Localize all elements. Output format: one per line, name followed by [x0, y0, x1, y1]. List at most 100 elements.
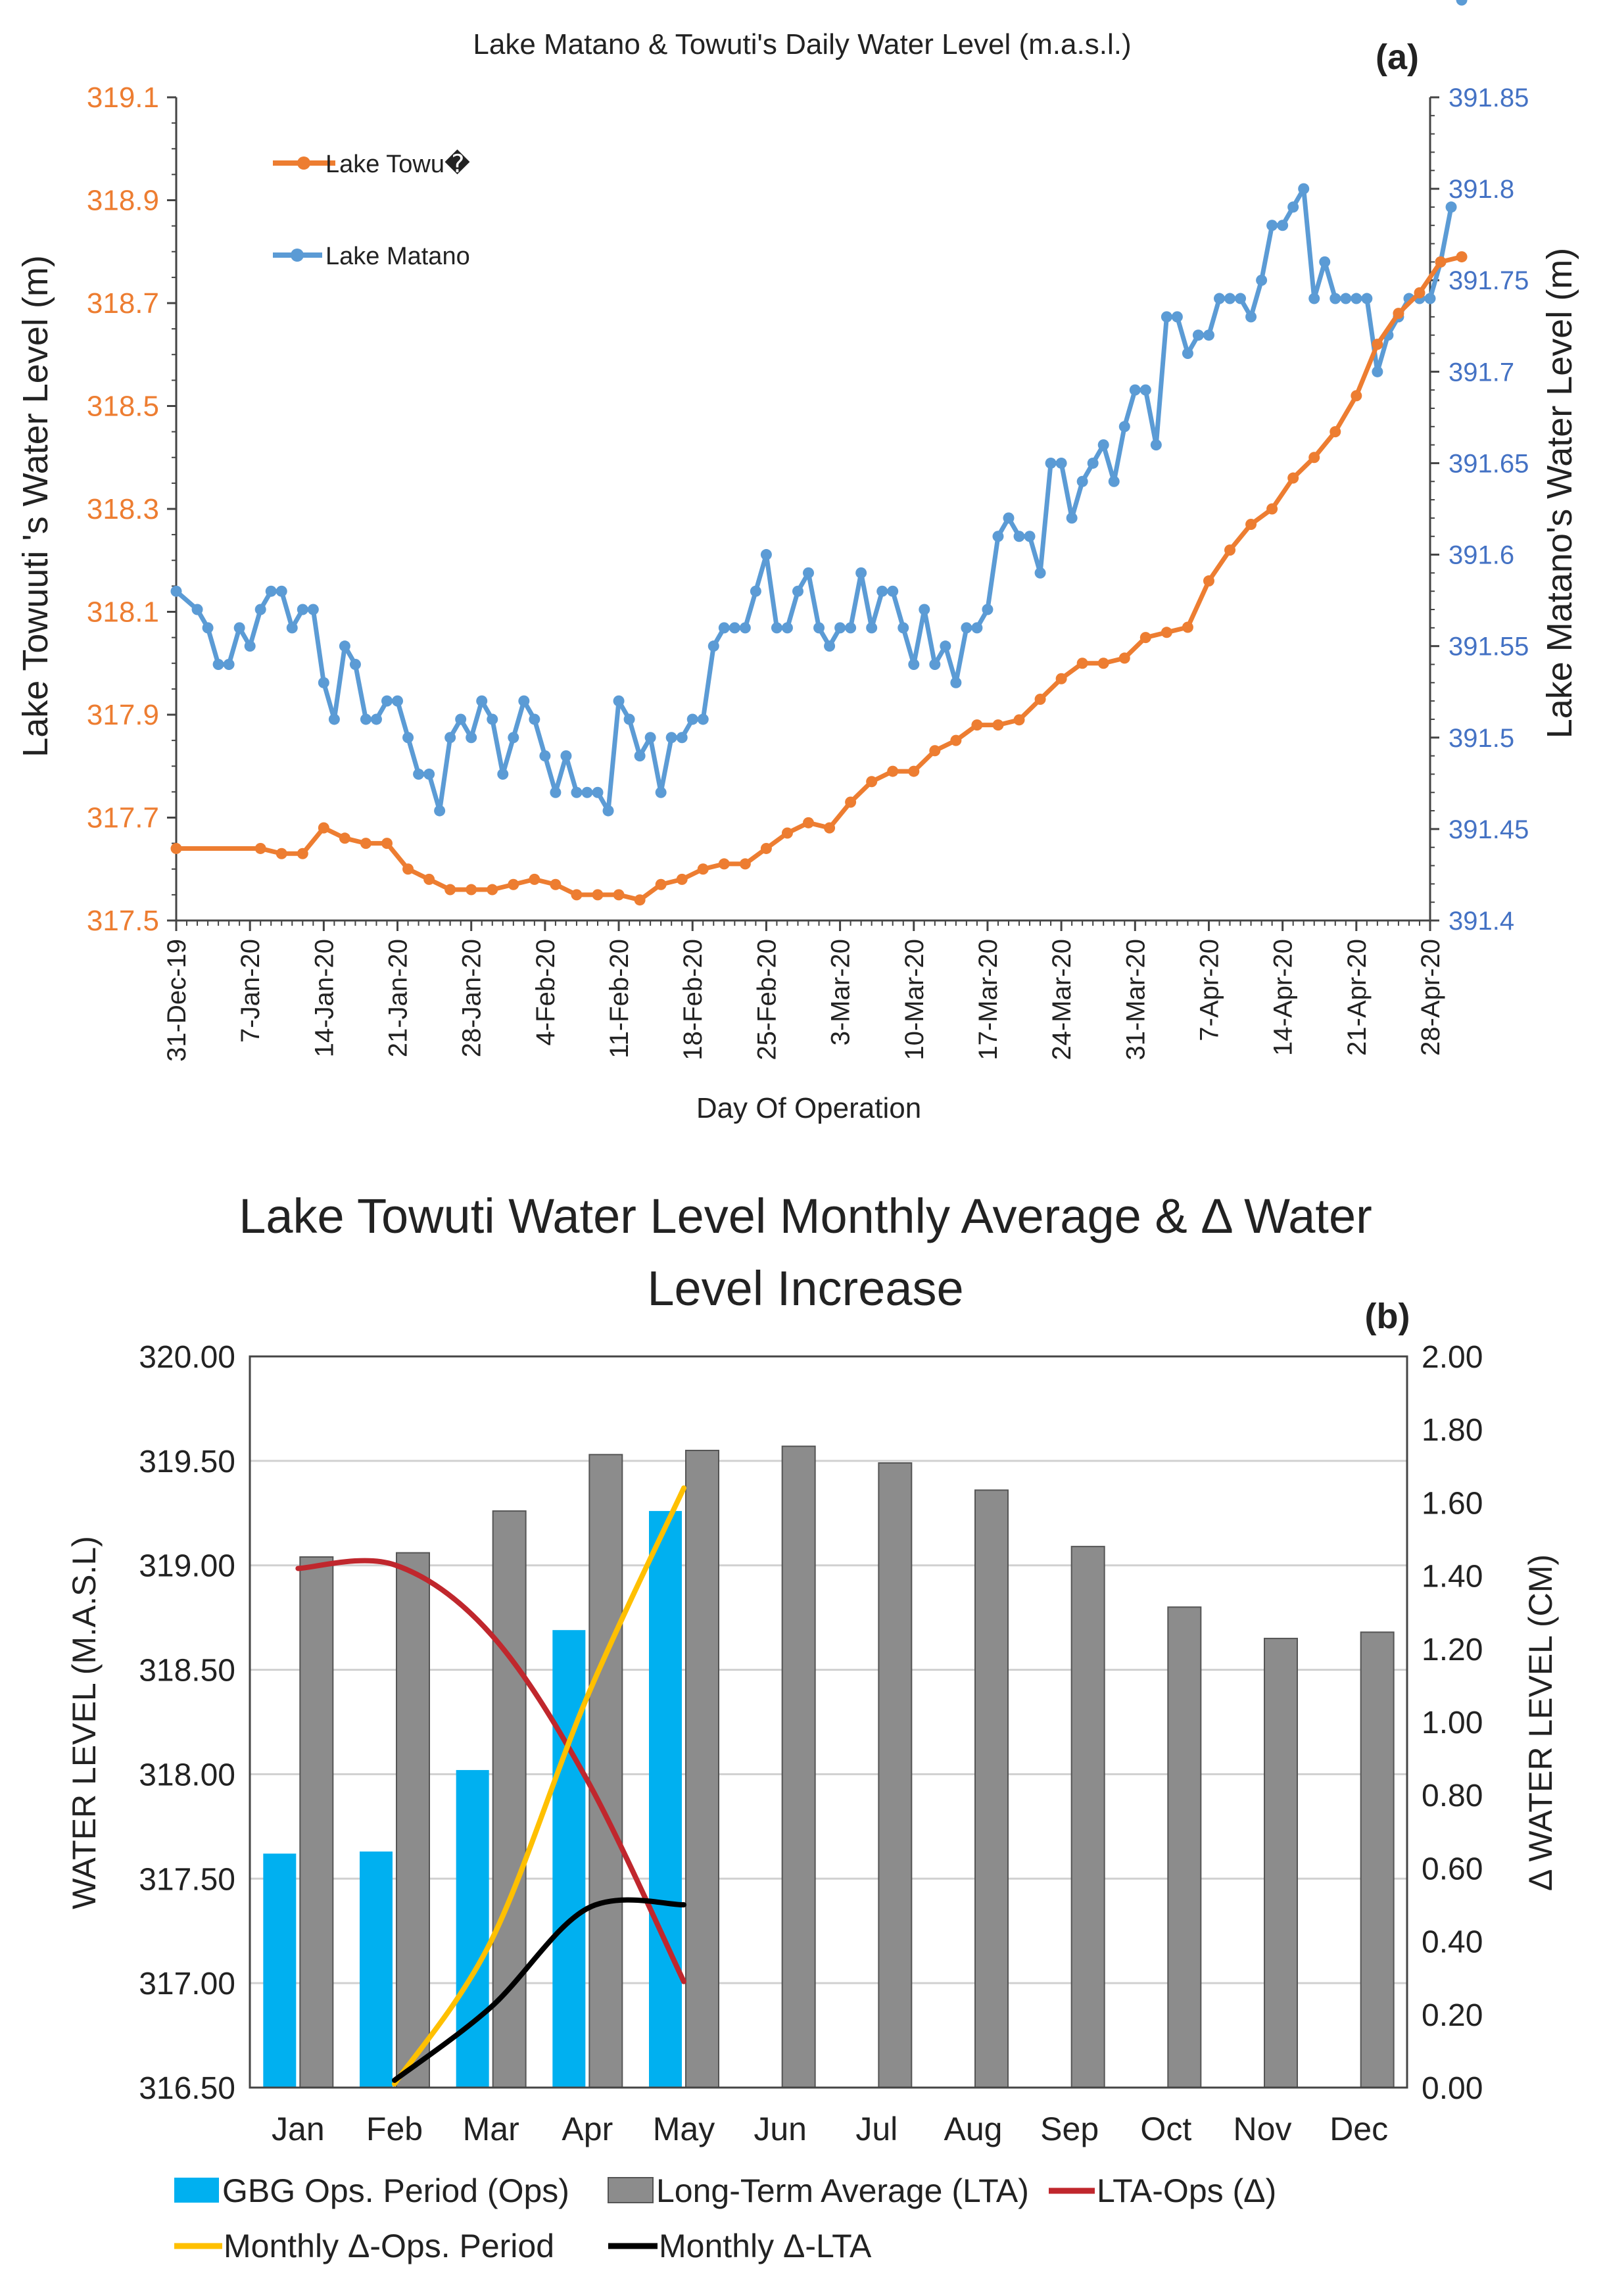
x-tick-label: 28-Apr-20 — [1416, 939, 1445, 1056]
matano-point — [940, 640, 951, 652]
left-tick-label: 318.3 — [87, 493, 159, 525]
right-tick-label: 2.00 — [1422, 1340, 1483, 1375]
matano-point — [1192, 329, 1204, 341]
left-tick-label: 318.1 — [87, 596, 159, 629]
matano-point — [466, 732, 477, 744]
towuti-line — [176, 254, 1462, 903]
lta-bar — [396, 1552, 430, 2088]
matano-point — [1034, 567, 1046, 579]
matano-point — [1024, 531, 1036, 542]
right-tick-label: 391.45 — [1449, 815, 1529, 844]
panel-b-plot-frame — [249, 1355, 1408, 2089]
matano-point — [550, 786, 562, 798]
left-tick-label: 318.7 — [87, 287, 159, 320]
matano-point — [1277, 220, 1289, 231]
matano-point — [381, 695, 393, 707]
series-lake-matano — [170, 0, 1468, 817]
panel-b-month-labels: Jan Feb Mar Apr May Jun Jul Aug Sep Oct Nov Dec — [272, 2111, 1388, 2147]
matano-point — [961, 622, 972, 634]
panel-b-label: (b) — [1365, 1297, 1410, 1336]
left-tick-label: 318.9 — [87, 185, 159, 217]
matano-point — [392, 695, 404, 707]
towuti-point — [676, 873, 688, 885]
towuti-point — [339, 832, 350, 844]
lta-bar — [1070, 1546, 1105, 2089]
towuti-point — [444, 884, 456, 896]
towuti-point — [1139, 632, 1151, 644]
matano-point — [413, 768, 425, 780]
x-tick-label: 14-Jan-20 — [310, 939, 339, 1057]
towuti-point — [1182, 621, 1193, 633]
matano-point — [1287, 201, 1299, 213]
towuti-point — [1161, 627, 1172, 638]
towuti-point — [1330, 426, 1341, 438]
right-tick-label: 391.6 — [1449, 541, 1514, 570]
matano-point — [771, 622, 782, 634]
matano-point — [971, 622, 983, 634]
towuti-point — [1287, 472, 1299, 484]
matano-point — [1330, 293, 1341, 304]
matano-point — [760, 549, 772, 561]
monthly-delta-lta-line — [392, 1897, 686, 2083]
lta-bar — [974, 1489, 1009, 2088]
matano-point — [1139, 384, 1151, 396]
towuti-point — [1034, 694, 1046, 706]
left-tick-label: 319.1 — [87, 82, 159, 114]
towuti-point — [487, 884, 498, 896]
panel-b-ylabel-left: WATER LEVEL (M.A.S.L) — [66, 1536, 103, 1909]
towuti-point — [423, 873, 435, 885]
towuti-point — [275, 848, 287, 859]
towuti-point — [1414, 287, 1425, 299]
towuti-point — [887, 765, 899, 777]
panel-a-ylabel-right: Lake Matano's Water Level (m) — [1540, 248, 1579, 739]
matano-point — [297, 604, 308, 615]
matano-point — [898, 622, 909, 634]
right-tick-label: 1.00 — [1422, 1706, 1483, 1740]
towuti-point — [1203, 575, 1214, 587]
panel-b-right-ticks: 2.00 1.80 1.60 1.40 1.20 1.00 0.80 0.60 0.40 0.20… — [1422, 1340, 1483, 2106]
legend-lta-label: Long-Term Average (LTA) — [656, 2172, 1029, 2209]
legend-matano-label: Lake Matano — [325, 243, 470, 270]
towuti-point — [1266, 503, 1278, 515]
right-tick-label: 391.75 — [1449, 266, 1529, 295]
matano-point — [318, 677, 329, 688]
towuti-point — [1055, 673, 1067, 684]
matano-point — [623, 713, 635, 725]
matano-point — [1108, 475, 1120, 487]
towuti-point — [634, 894, 646, 906]
matano-point — [845, 622, 857, 634]
towuti-point — [318, 822, 329, 834]
matano-point — [244, 640, 256, 652]
lta-bar — [299, 1556, 334, 2088]
legend-monthly-ops-label: Monthly Δ-Ops. Period — [224, 2228, 554, 2264]
left-tick-label: 318.50 — [139, 1654, 235, 1688]
matano-point — [328, 713, 340, 725]
matano-point — [950, 677, 962, 688]
ops-bar — [360, 1851, 393, 2088]
towuti-point — [1013, 714, 1025, 726]
matano-point — [1087, 457, 1099, 469]
left-tick-label: 316.50 — [139, 2071, 235, 2106]
matano-point — [1045, 457, 1057, 469]
matano-point — [233, 622, 245, 634]
right-tick-label: 1.20 — [1422, 1633, 1483, 1667]
matano-point — [876, 585, 888, 597]
x-tick-label: 28-Jan-20 — [458, 939, 487, 1057]
towuti-point — [845, 796, 857, 808]
towuti-point — [760, 842, 772, 854]
ops-bar — [263, 1854, 297, 2088]
matano-point — [1266, 220, 1278, 231]
matano-point — [729, 622, 740, 634]
towuti-point — [550, 878, 562, 890]
right-tick-label: 391.5 — [1449, 724, 1514, 753]
month-label: Nov — [1234, 2111, 1292, 2147]
matano-point — [1456, 0, 1468, 6]
legend-towuti-marker — [297, 156, 310, 170]
matano-point — [1424, 293, 1436, 304]
ops-bar — [552, 1630, 586, 2088]
towuti-point — [170, 842, 182, 854]
matano-point — [1118, 421, 1130, 433]
matano-point — [223, 658, 235, 670]
legend-monthly-lta-label: Monthly Δ-LTA — [659, 2228, 872, 2264]
towuti-point — [571, 889, 583, 901]
